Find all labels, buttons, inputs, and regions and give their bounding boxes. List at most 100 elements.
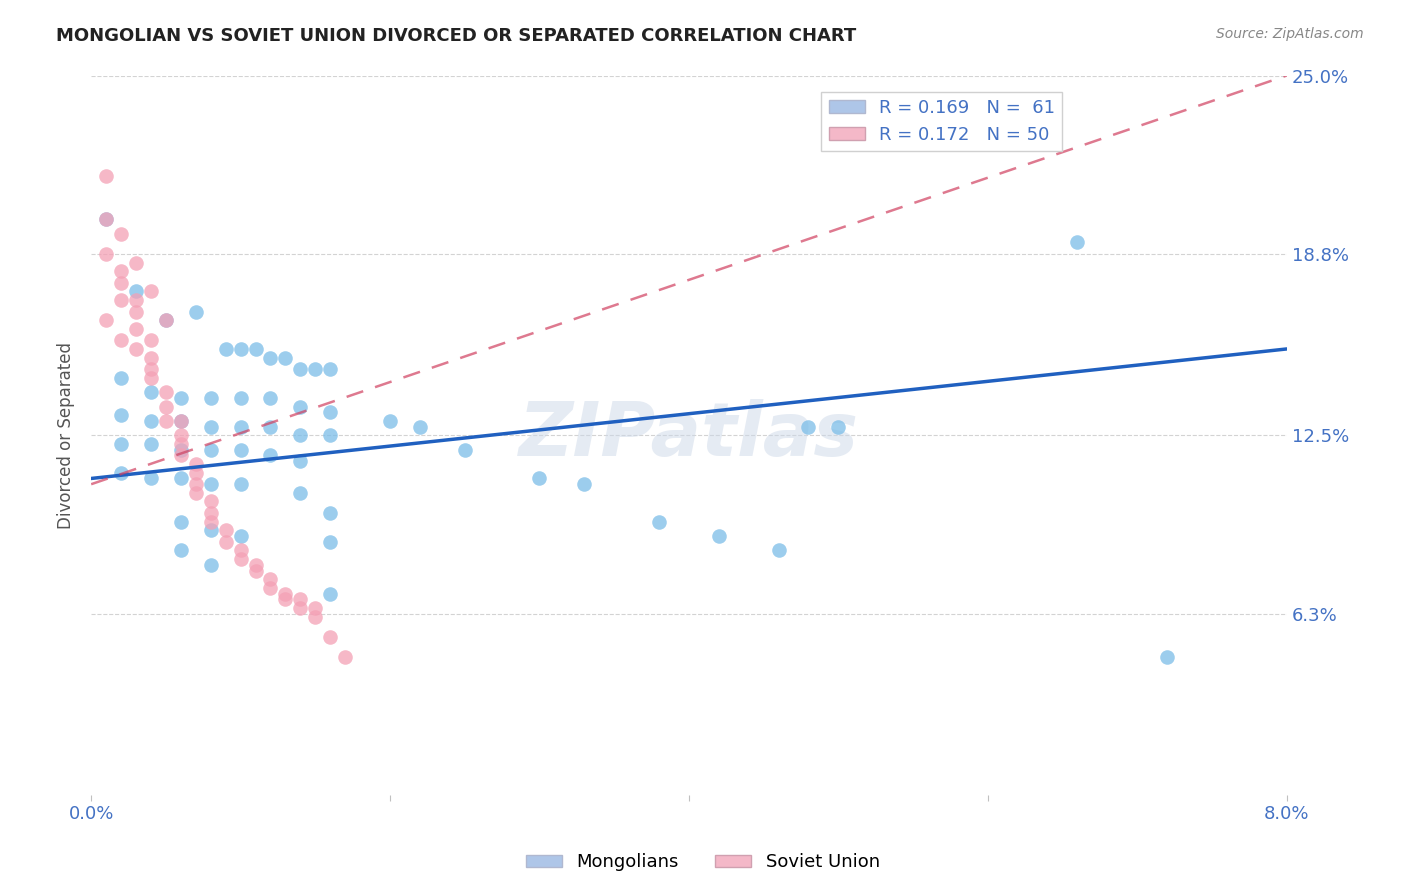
Point xyxy=(184,486,207,500)
Point xyxy=(170,391,193,405)
Point xyxy=(200,515,222,529)
Point xyxy=(259,581,281,595)
Point xyxy=(200,494,222,508)
Point xyxy=(259,449,281,463)
Point xyxy=(1066,235,1088,250)
Point xyxy=(200,419,222,434)
Point xyxy=(170,428,193,442)
Point xyxy=(110,276,132,290)
Point xyxy=(184,457,207,471)
Point xyxy=(184,466,207,480)
Point xyxy=(155,400,177,414)
Text: ZIPatlas: ZIPatlas xyxy=(519,399,859,472)
Point xyxy=(214,523,236,537)
Point xyxy=(319,534,342,549)
Point xyxy=(797,419,820,434)
Point xyxy=(1156,649,1178,664)
Point xyxy=(184,477,207,491)
Point xyxy=(139,334,162,348)
Point xyxy=(110,334,132,348)
Point xyxy=(125,255,148,269)
Point xyxy=(200,442,222,457)
Point xyxy=(155,414,177,428)
Point xyxy=(139,471,162,485)
Point xyxy=(139,385,162,400)
Point xyxy=(304,601,326,615)
Point xyxy=(170,414,193,428)
Point xyxy=(155,313,177,327)
Point xyxy=(319,362,342,376)
Point xyxy=(184,304,207,318)
Point xyxy=(259,572,281,586)
Point xyxy=(409,419,432,434)
Point xyxy=(94,247,117,261)
Point xyxy=(155,313,177,327)
Point xyxy=(229,342,252,356)
Point xyxy=(529,471,551,485)
Point xyxy=(110,370,132,384)
Point xyxy=(319,405,342,419)
Point xyxy=(229,477,252,491)
Point xyxy=(200,506,222,520)
Point xyxy=(290,454,312,468)
Point xyxy=(290,601,312,615)
Point xyxy=(139,437,162,451)
Legend: Mongolians, Soviet Union: Mongolians, Soviet Union xyxy=(519,847,887,879)
Point xyxy=(229,552,252,566)
Point xyxy=(170,471,193,485)
Point xyxy=(274,592,297,607)
Point xyxy=(155,385,177,400)
Point xyxy=(94,169,117,184)
Legend: R = 0.169   N =  61, R = 0.172   N = 50: R = 0.169 N = 61, R = 0.172 N = 50 xyxy=(821,92,1063,152)
Point xyxy=(110,408,132,422)
Point xyxy=(378,414,401,428)
Point xyxy=(139,370,162,384)
Point xyxy=(94,313,117,327)
Point xyxy=(319,586,342,600)
Point xyxy=(110,437,132,451)
Point xyxy=(304,362,326,376)
Point xyxy=(245,564,267,578)
Point xyxy=(229,529,252,543)
Point xyxy=(229,543,252,558)
Point xyxy=(827,419,849,434)
Point xyxy=(170,437,193,451)
Point xyxy=(139,414,162,428)
Point xyxy=(110,293,132,307)
Point xyxy=(245,342,267,356)
Point xyxy=(110,466,132,480)
Point xyxy=(319,428,342,442)
Point xyxy=(290,400,312,414)
Point xyxy=(170,414,193,428)
Point xyxy=(125,322,148,336)
Point xyxy=(648,515,671,529)
Point xyxy=(125,342,148,356)
Point xyxy=(170,442,193,457)
Point xyxy=(170,515,193,529)
Point xyxy=(200,558,222,572)
Text: MONGOLIAN VS SOVIET UNION DIVORCED OR SEPARATED CORRELATION CHART: MONGOLIAN VS SOVIET UNION DIVORCED OR SE… xyxy=(56,27,856,45)
Point xyxy=(229,419,252,434)
Point xyxy=(290,592,312,607)
Point xyxy=(574,477,596,491)
Point xyxy=(139,285,162,299)
Point xyxy=(274,351,297,365)
Point xyxy=(768,543,790,558)
Point xyxy=(125,285,148,299)
Point xyxy=(200,477,222,491)
Point xyxy=(125,293,148,307)
Point xyxy=(319,630,342,644)
Point xyxy=(170,543,193,558)
Point xyxy=(259,391,281,405)
Point xyxy=(229,442,252,457)
Point xyxy=(707,529,730,543)
Point xyxy=(214,534,236,549)
Point xyxy=(139,351,162,365)
Point xyxy=(259,419,281,434)
Point xyxy=(170,449,193,463)
Point xyxy=(214,342,236,356)
Point xyxy=(274,586,297,600)
Point xyxy=(290,362,312,376)
Point xyxy=(304,609,326,624)
Point xyxy=(259,351,281,365)
